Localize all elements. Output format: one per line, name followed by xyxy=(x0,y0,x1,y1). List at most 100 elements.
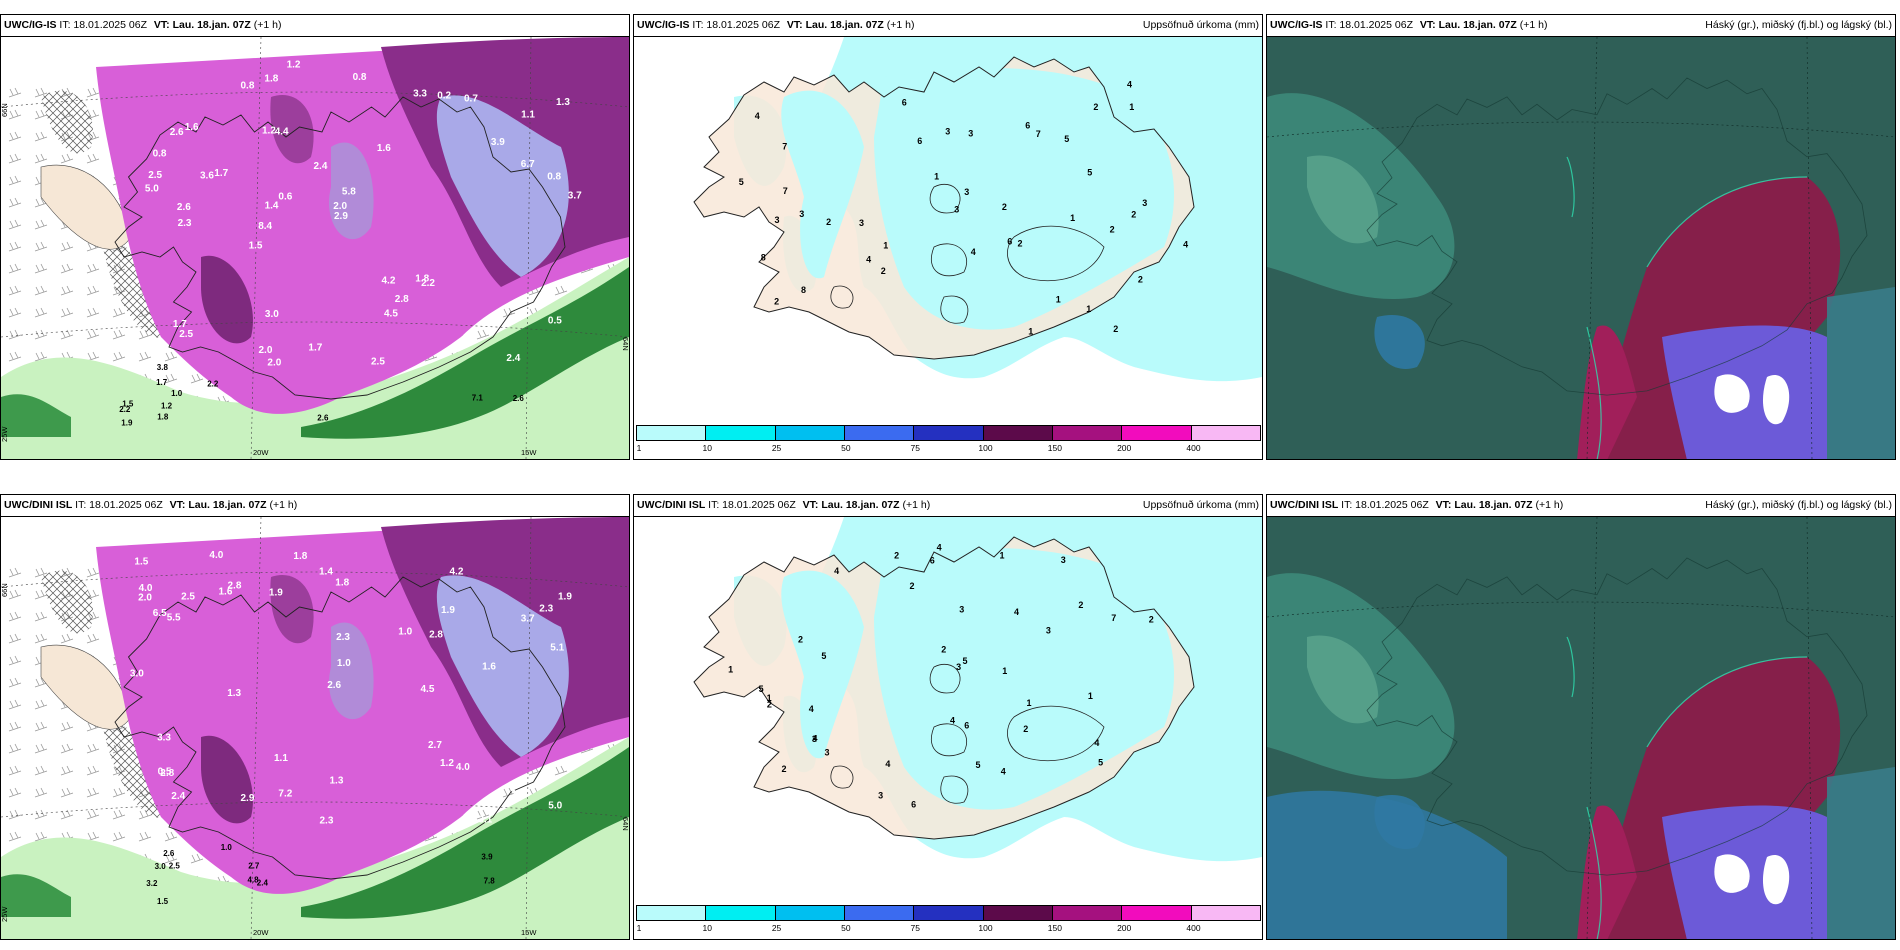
temperature-value: 3.0 xyxy=(155,862,167,871)
precip-value: 2 xyxy=(774,297,779,307)
temperature-value: 3.1 xyxy=(478,815,492,826)
temperature-value: 0.2 xyxy=(437,91,451,102)
temperature-value: 3.2 xyxy=(146,879,158,888)
temperature-value: 2.5 xyxy=(181,592,195,603)
precip-value: 3 xyxy=(956,662,961,672)
colorbar-tick-label: 200 xyxy=(1117,443,1132,453)
field-description: Uppsöfnuð úrkoma (mm) xyxy=(1142,499,1259,511)
temperature-value: 2.6 xyxy=(317,414,329,423)
precip-value: 4 xyxy=(834,566,839,576)
temperature-value: 0.8 xyxy=(353,72,367,83)
precip-value: 6 xyxy=(930,556,935,566)
precip-value: 3 xyxy=(968,129,973,139)
valid-time-label: VT: xyxy=(169,499,186,511)
panel-temp-igis: UWC/IG-IS IT: 18.01.2025 06Z VT: Lau. 18… xyxy=(0,14,630,460)
temperature-value: 2.0 xyxy=(333,201,347,212)
precip-value: 1 xyxy=(883,240,888,250)
panel-cloud-dini: UWC/DINI ISL IT: 18.01.2025 06Z VT: Lau.… xyxy=(1266,494,1896,940)
temperature-value: 4.2 xyxy=(382,276,396,287)
colorbar-segment xyxy=(705,905,776,921)
temperature-value: 1.6 xyxy=(185,122,199,133)
precip-value: 4 xyxy=(866,255,871,265)
panel-title: UWC/IG-IS IT: 18.01.2025 06Z VT: Lau. 18… xyxy=(1,15,629,36)
cloud-cover-map[interactable] xyxy=(1267,36,1895,459)
temperature-value: 6.7 xyxy=(521,159,535,170)
precip-value: 4 xyxy=(1094,738,1099,748)
valid-time-label: VT: xyxy=(786,19,803,31)
precip-value: 1 xyxy=(1086,304,1091,314)
temperature-value: 5.0 xyxy=(548,801,562,812)
colorbar-tick-label: 75 xyxy=(910,923,920,933)
temperature-value: 1.0 xyxy=(398,627,412,638)
colorbar-tick-label: 200 xyxy=(1117,923,1132,933)
colorbar-tick-label: 100 xyxy=(978,443,993,453)
temperature-value: 3.0 xyxy=(265,309,279,320)
cloud-svg xyxy=(1267,37,1895,459)
temperature-value: 1.6 xyxy=(377,143,391,154)
lat-label: 64N xyxy=(621,817,629,831)
temperature-value: 0.7 xyxy=(464,94,478,105)
temperature-map[interactable]: 20W 15W 66N 64N 25W 2.6 2.6 1.1 1.5 1.6 1.5 1.2 2.4 2… xyxy=(1,36,629,459)
temperature-value: 5.0 xyxy=(145,184,159,195)
cloud-cover-map[interactable] xyxy=(1267,516,1895,939)
lead-time: (+1 h) xyxy=(253,19,282,31)
temperature-value: 4.0 xyxy=(456,762,470,773)
valid-time-label: VT: xyxy=(1435,499,1452,511)
precip-value: 5 xyxy=(821,651,826,661)
temperature-value: 2.6 xyxy=(513,394,525,403)
temperature-value: 1.0 xyxy=(221,843,233,852)
precip-value: 2 xyxy=(1110,225,1115,235)
temperature-value: 1.5 xyxy=(249,241,263,252)
temperature-value: 2.4 xyxy=(257,878,269,887)
precip-value: 3 xyxy=(825,747,830,757)
precip-value: 1 xyxy=(1002,666,1007,676)
colorbar-tick-label: 150 xyxy=(1047,443,1062,453)
colorbar-segment xyxy=(1190,425,1261,441)
panel-title: UWC/DINI ISL IT: 18.01.2025 06Z VT: Lau.… xyxy=(1267,495,1895,516)
colorbar-tick-label: 10 xyxy=(702,923,712,933)
colorbar-tick-label: 50 xyxy=(841,443,851,453)
lon-label: 15W xyxy=(521,928,537,937)
lead-time: (+1 h) xyxy=(902,499,931,511)
precip-value: 2 xyxy=(767,700,772,710)
precip-value: 3 xyxy=(954,205,959,215)
temperature-value: 1.5 xyxy=(122,400,134,409)
colorbar-tick-label: 25 xyxy=(771,923,782,933)
temperature-value: 7.1 xyxy=(472,393,484,402)
panel-cloud-igis: UWC/IG-IS IT: 18.01.2025 06Z VT: Lau. 18… xyxy=(1266,14,1896,460)
colorbar-tick-label: 50 xyxy=(841,923,851,933)
precip-value: 2 xyxy=(782,764,787,774)
panel-precip-igis: UWC/IG-IS IT: 18.01.2025 06Z VT: Lau. 18… xyxy=(633,14,1263,460)
temperature-value: 2.6 xyxy=(177,202,191,213)
precip-value: 6 xyxy=(911,800,916,810)
temperature-value: 0.5 xyxy=(158,766,172,777)
precip-value: 6 xyxy=(964,721,969,731)
colorbar-tick-label: 100 xyxy=(978,923,993,933)
temperature-svg: 20W 15W66N64N25W2.83.11.01.51.81.84.52.81… xyxy=(1,517,629,939)
init-time: IT: 18.01.2025 06Z xyxy=(1325,19,1413,31)
temperature-map[interactable]: 20W 15W 66N 64N 25W 2.8 3.1 1.0 1.5 1.8 1.8 4.5 2.8 1… xyxy=(1,516,629,939)
temperature-value: 1.8 xyxy=(157,413,169,422)
valid-time: Lau. 18.jan. 07Z xyxy=(805,19,884,31)
valid-time: Lau. 18.jan. 07Z xyxy=(188,499,267,511)
precip-value: 7 xyxy=(1036,129,1041,139)
precip-value: 2 xyxy=(941,644,946,654)
precip-value: 4 xyxy=(937,543,942,553)
valid-time: Lau. 18.jan. 07Z xyxy=(821,499,900,511)
colorbar-tick-label: 1 xyxy=(636,443,642,453)
precip-value: 6 xyxy=(902,97,907,107)
precip-value: 1 xyxy=(934,172,939,182)
precip-value: 2 xyxy=(1131,210,1136,220)
colorbar-tick-label: 10 xyxy=(702,443,712,453)
precip-value: 2 xyxy=(1093,102,1098,112)
precip-value: 1 xyxy=(728,664,733,674)
temperature-value: 2.3 xyxy=(539,604,553,615)
precip-value: 2 xyxy=(894,550,899,560)
precip-value: 5 xyxy=(1064,134,1069,144)
temperature-value: 1.9 xyxy=(441,605,455,616)
temperature-value: 2.8 xyxy=(395,294,409,305)
temperature-value: 2.0 xyxy=(152,342,166,353)
